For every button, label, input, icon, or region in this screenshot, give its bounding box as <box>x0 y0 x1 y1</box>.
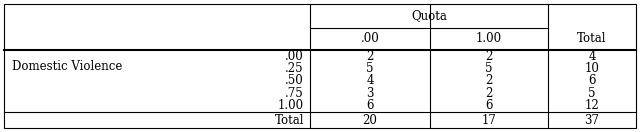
Text: 10: 10 <box>584 62 600 75</box>
Text: 4: 4 <box>366 74 374 88</box>
Text: 3: 3 <box>366 87 374 100</box>
Text: 37: 37 <box>584 114 600 126</box>
Text: 6: 6 <box>366 99 374 112</box>
Text: 1.00: 1.00 <box>278 99 304 112</box>
Text: 6: 6 <box>485 99 493 112</box>
Text: 2: 2 <box>485 50 493 63</box>
Text: 12: 12 <box>584 99 600 112</box>
Text: 2: 2 <box>366 50 374 63</box>
Text: 2: 2 <box>485 87 493 100</box>
Text: 5: 5 <box>588 87 596 100</box>
Text: Total: Total <box>577 32 607 46</box>
Text: .75: .75 <box>285 87 304 100</box>
Text: 6: 6 <box>588 74 596 88</box>
Text: Total: Total <box>275 114 304 126</box>
Text: 1.00: 1.00 <box>476 32 502 46</box>
Text: 5: 5 <box>485 62 493 75</box>
Text: 20: 20 <box>363 114 378 126</box>
Text: .25: .25 <box>285 62 304 75</box>
Text: Domestic Violence: Domestic Violence <box>12 60 122 74</box>
Text: 4: 4 <box>588 50 596 63</box>
Text: .50: .50 <box>285 74 304 88</box>
Text: 5: 5 <box>366 62 374 75</box>
Text: 17: 17 <box>481 114 497 126</box>
Text: .00: .00 <box>285 50 304 63</box>
Text: 2: 2 <box>485 74 493 88</box>
Text: .00: .00 <box>360 32 380 46</box>
Text: Quota: Quota <box>411 10 447 22</box>
